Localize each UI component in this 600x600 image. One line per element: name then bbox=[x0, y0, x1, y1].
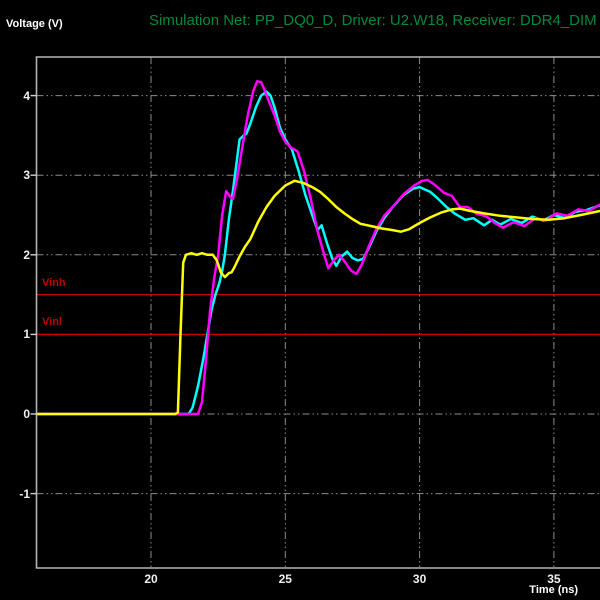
x-tick-label: 35 bbox=[547, 572, 561, 586]
cyan-waveform bbox=[36, 90, 600, 416]
y-tick-label: 2 bbox=[23, 247, 30, 262]
x-tick-label: 20 bbox=[144, 572, 158, 586]
y-tick-label: -1 bbox=[19, 486, 30, 501]
y-tick-label: 1 bbox=[23, 327, 30, 342]
chart-title: Simulation Net: PP_DQ0_D, Driver: U2.W18… bbox=[149, 12, 597, 29]
x-tick-label: 25 bbox=[278, 572, 292, 586]
plot-border bbox=[35, 56, 600, 569]
x-tick-label: 30 bbox=[412, 572, 427, 586]
y-axis-title: Voltage (V) bbox=[6, 18, 63, 30]
y-tick-label: 3 bbox=[23, 168, 30, 183]
magenta-waveform bbox=[36, 80, 600, 416]
x-axis-title: Time (ns) bbox=[529, 584, 578, 596]
vinh-threshold-label: Vinh bbox=[42, 277, 66, 289]
y-tick-label: 0 bbox=[23, 407, 30, 421]
yellow-waveform bbox=[36, 179, 600, 416]
vinl-threshold-label: Vinl bbox=[42, 316, 62, 328]
y-tick-label: 4 bbox=[23, 88, 30, 103]
